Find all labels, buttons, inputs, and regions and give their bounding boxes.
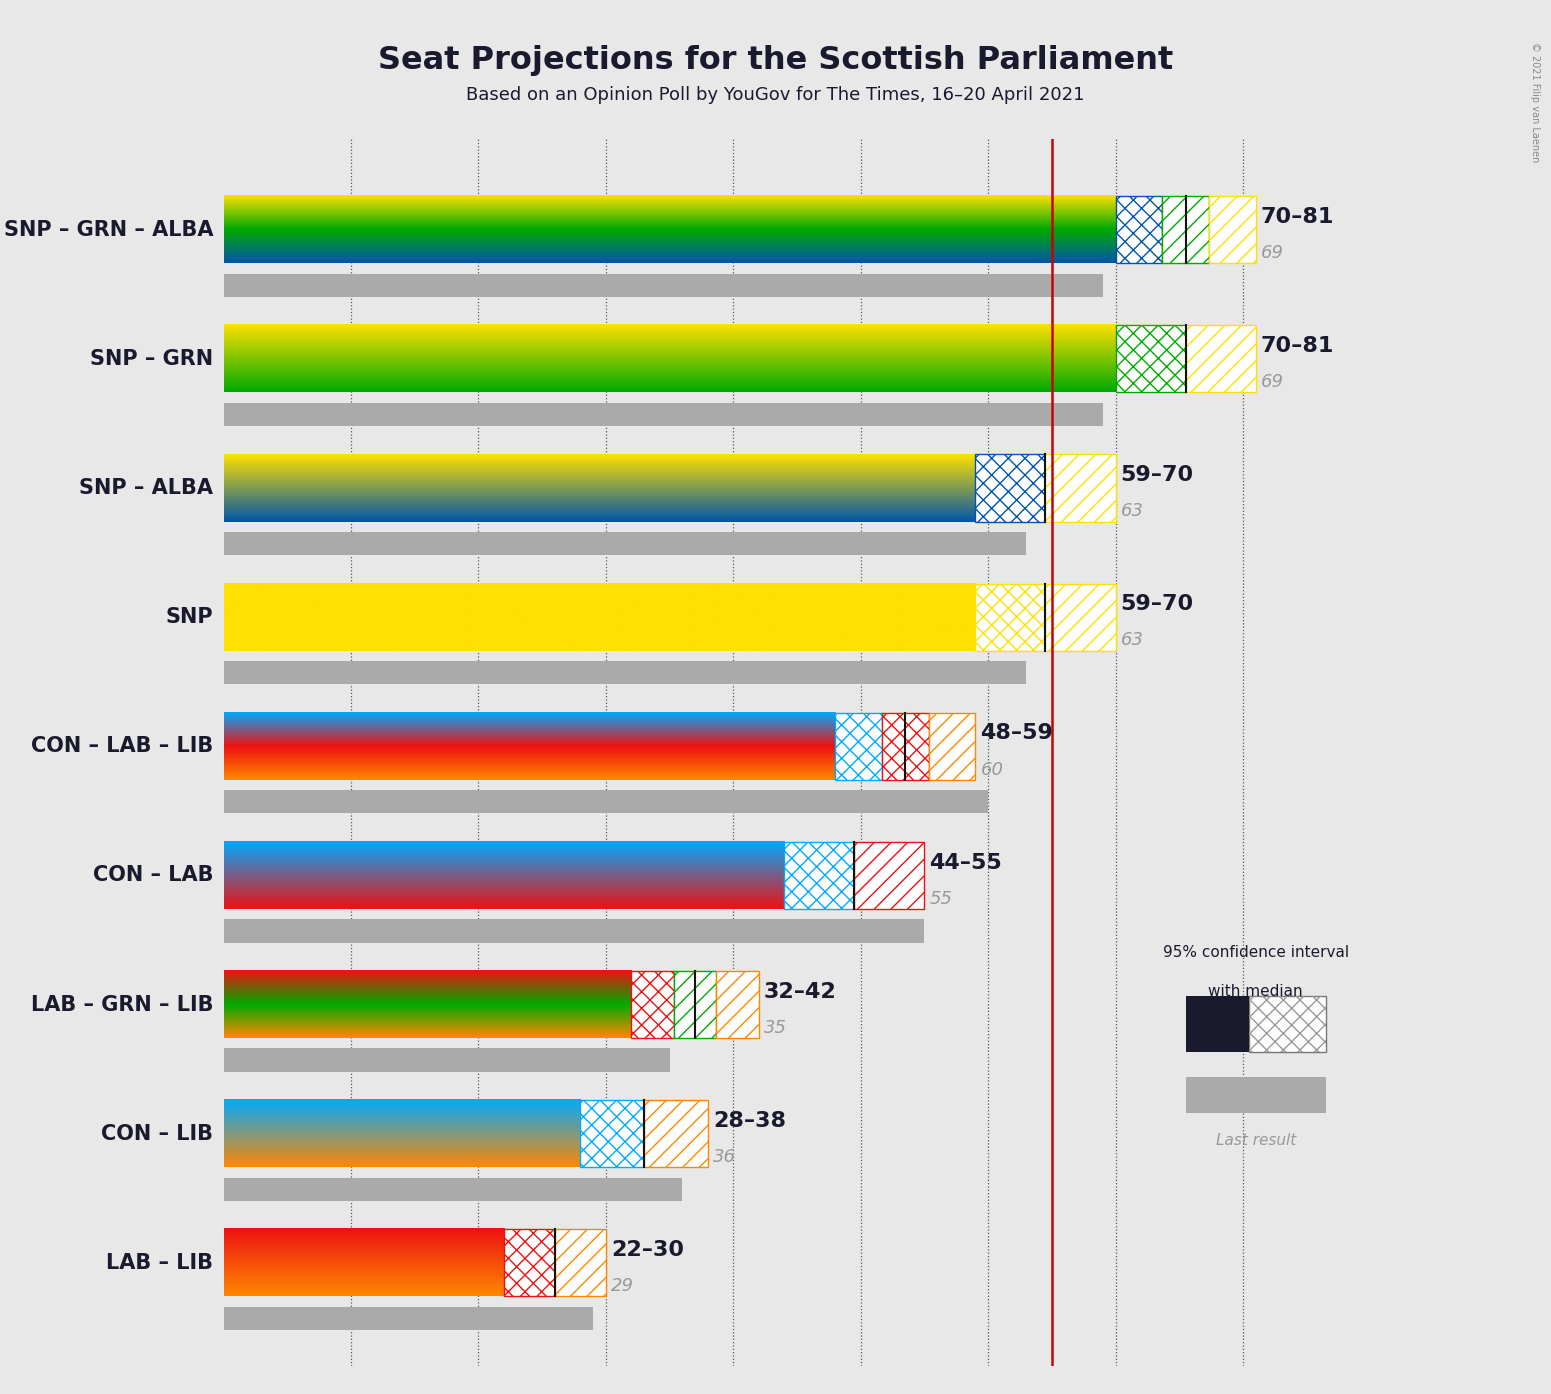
Text: LAB – LIB: LAB – LIB (107, 1253, 214, 1273)
Bar (504, 1230, 555, 1296)
Bar (834, 712, 883, 779)
Bar (223, 1178, 682, 1200)
Text: 29: 29 (611, 1277, 634, 1295)
Bar (504, 1230, 555, 1296)
Bar (223, 1048, 670, 1072)
Bar (834, 712, 883, 779)
Bar (223, 919, 924, 942)
Text: 70–81: 70–81 (1261, 336, 1334, 355)
Text: 60: 60 (980, 761, 1003, 778)
Bar (223, 790, 988, 814)
Bar (673, 972, 717, 1039)
Bar (631, 972, 673, 1039)
Text: Last result: Last result (1216, 1133, 1295, 1147)
Text: SNP – GRN: SNP – GRN (90, 348, 214, 369)
Bar (644, 1100, 707, 1167)
Text: 70–81: 70–81 (1261, 206, 1334, 227)
Bar (1045, 454, 1115, 521)
Bar (1115, 197, 1162, 263)
Text: SNP – ALBA: SNP – ALBA (79, 478, 214, 498)
Bar (631, 972, 673, 1039)
Bar (1250, 995, 1326, 1052)
Text: 59–70: 59–70 (1121, 466, 1194, 485)
Bar (580, 1100, 644, 1167)
Text: 44–55: 44–55 (929, 853, 1002, 873)
Bar (1115, 197, 1162, 263)
Bar (555, 1230, 606, 1296)
Text: 28–38: 28–38 (713, 1111, 786, 1131)
Text: 63: 63 (1121, 502, 1143, 520)
Bar (855, 842, 924, 909)
Bar (717, 972, 758, 1039)
Bar (976, 584, 1045, 651)
Bar (1045, 454, 1115, 521)
Bar (223, 1306, 592, 1330)
Text: 36: 36 (713, 1147, 735, 1165)
Bar (976, 454, 1045, 521)
Text: CON – LAB – LIB: CON – LAB – LIB (31, 736, 214, 757)
Bar (785, 842, 855, 909)
Bar (785, 842, 855, 909)
Bar (855, 842, 924, 909)
Bar (1162, 197, 1208, 263)
Bar (1250, 995, 1326, 1052)
Bar (1045, 584, 1115, 651)
Bar (644, 1100, 707, 1167)
Bar (1115, 325, 1185, 393)
Text: 55: 55 (929, 889, 952, 907)
Bar (1115, 325, 1185, 393)
Bar (976, 454, 1045, 521)
Bar (929, 712, 976, 779)
Text: 22–30: 22–30 (611, 1239, 684, 1260)
Text: CON – LIB: CON – LIB (101, 1124, 214, 1143)
Bar (223, 273, 1103, 297)
Text: Seat Projections for the Scottish Parliament: Seat Projections for the Scottish Parlia… (378, 45, 1173, 75)
Text: 32–42: 32–42 (763, 981, 836, 1002)
Text: 63: 63 (1121, 631, 1143, 650)
Text: SNP – GRN – ALBA: SNP – GRN – ALBA (3, 220, 214, 240)
Bar (717, 972, 758, 1039)
Bar (555, 1230, 606, 1296)
Bar (929, 712, 976, 779)
Bar (883, 712, 929, 779)
Text: 48–59: 48–59 (980, 723, 1053, 743)
Bar (1162, 197, 1208, 263)
Text: © 2021 Filip van Laenen: © 2021 Filip van Laenen (1531, 42, 1540, 162)
Text: 69: 69 (1261, 374, 1284, 392)
Text: 95% confidence interval: 95% confidence interval (1163, 945, 1349, 960)
Bar (883, 712, 929, 779)
Bar (1185, 995, 1250, 1052)
Text: CON – LAB: CON – LAB (93, 866, 214, 885)
Bar (223, 403, 1103, 427)
Text: SNP: SNP (166, 608, 214, 627)
Bar (1208, 197, 1256, 263)
Text: 69: 69 (1261, 244, 1284, 262)
Bar (1045, 584, 1115, 651)
Bar (976, 584, 1045, 651)
Bar (1185, 325, 1256, 393)
Bar (223, 661, 1027, 684)
Bar (673, 972, 717, 1039)
Text: 59–70: 59–70 (1121, 594, 1194, 615)
Bar (1185, 325, 1256, 393)
Text: with median: with median (1208, 984, 1303, 999)
Text: LAB – GRN – LIB: LAB – GRN – LIB (31, 994, 214, 1015)
Bar (1208, 197, 1256, 263)
Text: 35: 35 (763, 1019, 786, 1037)
Text: Based on an Opinion Poll by YouGov for The Times, 16–20 April 2021: Based on an Opinion Poll by YouGov for T… (467, 86, 1084, 105)
Bar (223, 533, 1027, 555)
Bar (580, 1100, 644, 1167)
Bar (1185, 1078, 1326, 1112)
